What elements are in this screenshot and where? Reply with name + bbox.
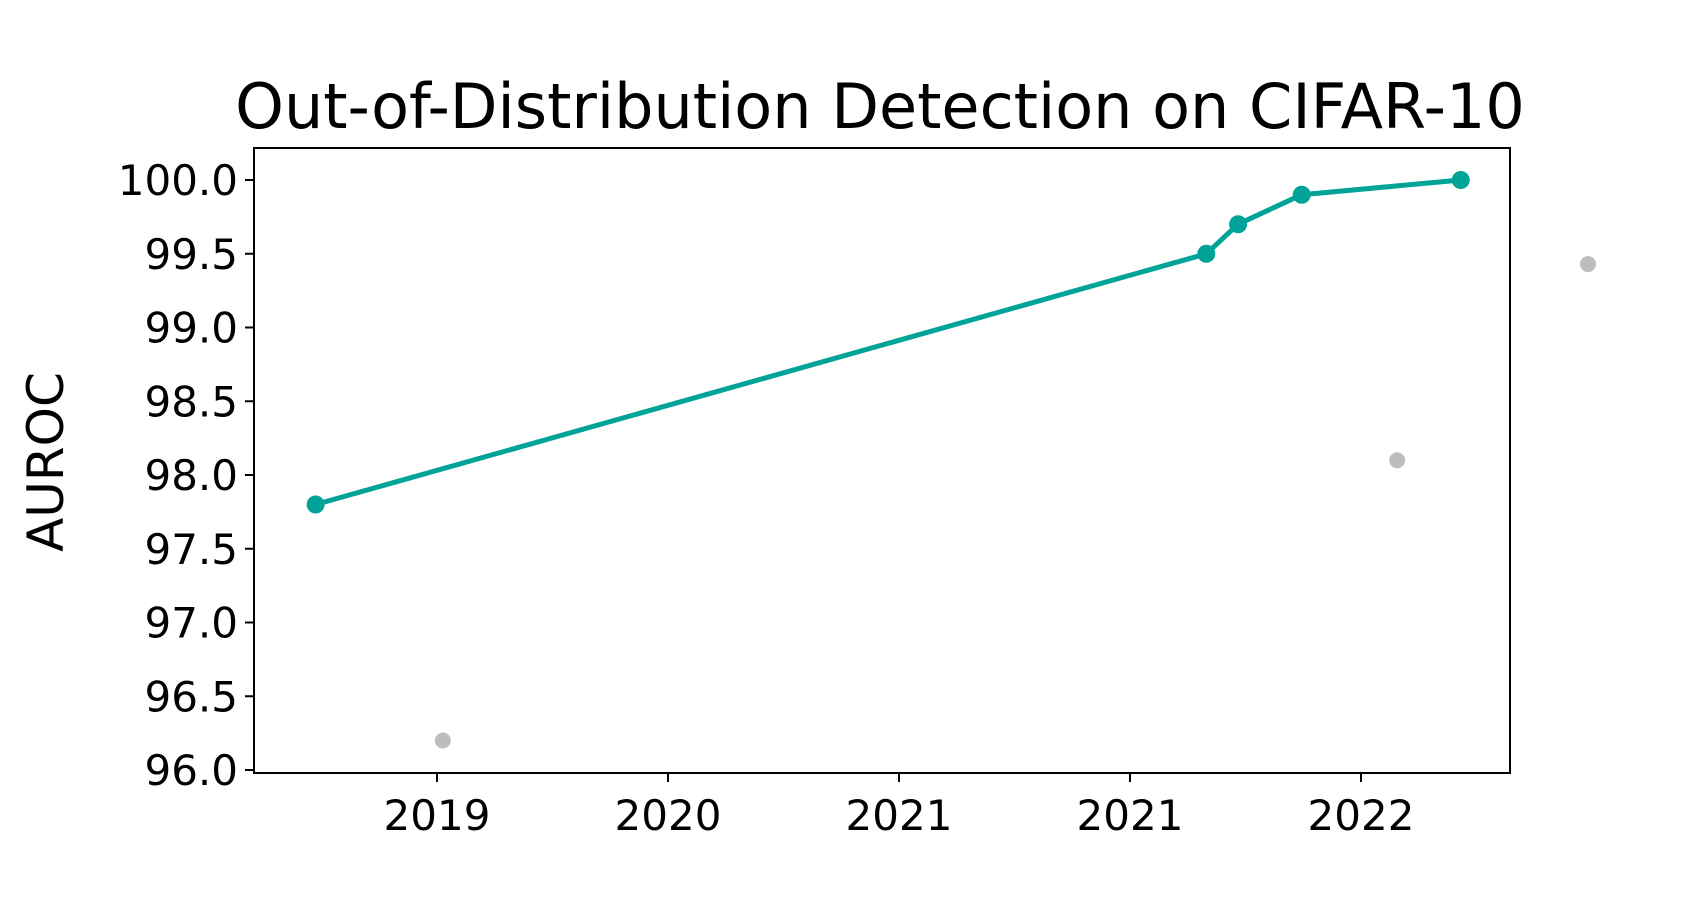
y-axis-label: AUROC: [17, 372, 75, 552]
y-tick-label: 97.5: [144, 525, 238, 574]
y-tick-label: 98.5: [144, 377, 238, 426]
y-tick-label: 97.0: [144, 599, 238, 648]
chart-title: Out-of-Distribution Detection on CIFAR-1…: [235, 70, 1525, 143]
y-tick-label: 96.5: [144, 672, 238, 721]
sota-point: [1451, 171, 1470, 189]
x-tick-label: 2019: [384, 791, 491, 840]
x-tick-label: 2020: [615, 791, 722, 840]
y-tick-label: 99.5: [144, 230, 238, 279]
y-tick-label: 96.0: [144, 746, 238, 795]
other-point: [1389, 452, 1406, 469]
sota-point: [1197, 244, 1216, 263]
plot-frame: [253, 147, 1511, 774]
sota-point: [1292, 185, 1311, 204]
other-point: [434, 732, 451, 749]
y-tick-label: 100.0: [118, 156, 238, 205]
sota-point: [1229, 215, 1248, 234]
x-tick-label: 2021: [846, 791, 953, 840]
other-point: [1580, 256, 1596, 273]
sota-line: [314, 177, 1462, 507]
y-tick-label: 98.0: [144, 451, 238, 500]
x-tick-label: 2021: [1077, 791, 1184, 840]
x-tick-label: 2022: [1308, 791, 1415, 840]
sota-point: [306, 495, 325, 514]
y-tick-label: 99.0: [144, 304, 238, 353]
